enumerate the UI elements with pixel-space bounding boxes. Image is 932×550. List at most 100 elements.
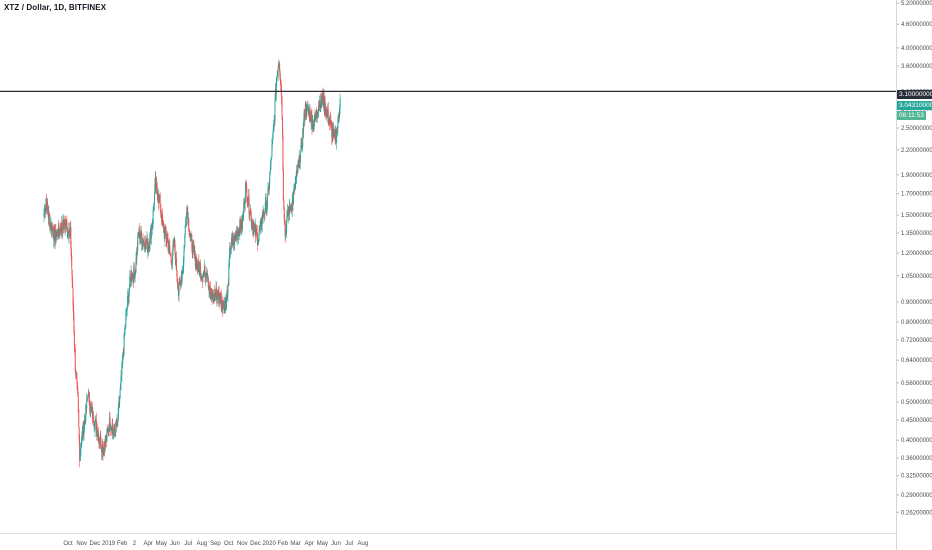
candle-body (47, 207, 49, 213)
candle-body (119, 389, 121, 399)
candle-body (135, 258, 137, 261)
y-tick-label: 4.00000000 (901, 46, 932, 52)
hline-price-badge: 3.10000000 (897, 90, 932, 99)
y-tick-label: 1.70000000 (901, 192, 932, 198)
candle-body (193, 244, 195, 249)
candle-body (230, 246, 232, 249)
x-tick-label: Dec (90, 541, 101, 547)
candle-body (245, 182, 247, 198)
candle-body (215, 287, 217, 299)
candle-body (270, 159, 272, 163)
candle-body (144, 244, 146, 250)
candle-body (63, 219, 65, 226)
candle-body (236, 233, 238, 241)
candle-body (250, 213, 252, 223)
candle-body (131, 272, 133, 280)
candle-body (126, 310, 128, 312)
y-tick-label: 4.60000000 (901, 22, 932, 28)
candle-body (306, 105, 308, 107)
candle-body (193, 247, 195, 253)
candle-body (281, 88, 283, 102)
candle-body (259, 225, 261, 232)
candle-body (207, 281, 209, 283)
y-tick-label: 2.20000000 (901, 148, 932, 154)
y-tick-label: 0.64000000 (901, 358, 932, 364)
candle-body (86, 398, 88, 409)
candle-body (149, 232, 151, 244)
candle-body (203, 273, 205, 276)
candle-body (306, 104, 308, 115)
candle-body (300, 152, 302, 163)
candle-body (241, 220, 243, 230)
candle-body (294, 182, 296, 190)
candle-body (230, 237, 232, 247)
candle-body (143, 240, 145, 242)
candle-body (329, 118, 331, 123)
candle-body (188, 219, 190, 231)
candle-body (232, 243, 234, 245)
candle-body (155, 180, 157, 190)
candle-body (272, 133, 274, 139)
candle-body (275, 81, 277, 95)
candle-body (124, 327, 126, 334)
candle-body (143, 241, 145, 244)
x-tick-label: Mar (290, 541, 300, 547)
candle-body (45, 204, 47, 212)
candle-body (170, 257, 172, 263)
candle-body (202, 275, 204, 278)
candle-body (120, 375, 122, 384)
candle-body (276, 77, 278, 82)
x-tick-label: Oct (63, 541, 73, 547)
candle-body (71, 256, 73, 268)
candle-body (54, 237, 56, 242)
candle-body (78, 409, 80, 426)
candle-body (239, 220, 241, 236)
candle-body (176, 277, 178, 282)
candle-body (281, 115, 283, 135)
candle-body (124, 325, 126, 328)
candle-body (129, 276, 131, 288)
candle-body (180, 277, 182, 286)
candle-body (132, 274, 134, 277)
candle-body (330, 122, 332, 127)
candle-body (162, 221, 164, 223)
candle-body (70, 247, 72, 258)
candle-body (301, 146, 303, 148)
candle-body (90, 405, 92, 411)
candle-body (198, 261, 200, 268)
candle-body (103, 447, 105, 455)
candle-body (182, 271, 184, 275)
candle-body (72, 304, 74, 318)
candle-body (327, 108, 329, 124)
candle-body (245, 181, 247, 183)
candle-body (100, 447, 102, 449)
candle-body (185, 220, 187, 226)
candle-body (188, 232, 190, 236)
candle-body (119, 397, 121, 403)
candle-body (73, 316, 75, 333)
candle-body (280, 80, 282, 85)
candle-body (214, 294, 216, 300)
candle-body (211, 288, 213, 293)
candle-body (238, 228, 240, 233)
candle-body (159, 194, 161, 209)
candle-body (53, 226, 55, 240)
candle-body (164, 229, 166, 240)
candle-body (73, 331, 75, 346)
candle-body (339, 106, 341, 115)
candle-body (166, 240, 168, 241)
candle-body (314, 114, 316, 123)
candle-body (318, 106, 320, 113)
candle-body (170, 255, 172, 257)
candle-body (142, 241, 144, 243)
candle-body (261, 214, 263, 225)
candle-body (115, 421, 117, 433)
x-tick-label: 2 (133, 541, 137, 547)
y-tick-label: 1.05000000 (901, 274, 932, 280)
candle-body (277, 68, 279, 77)
candle-body (61, 223, 63, 230)
candle-body (249, 214, 251, 216)
candle-body (47, 201, 49, 208)
candle-body (234, 234, 236, 246)
